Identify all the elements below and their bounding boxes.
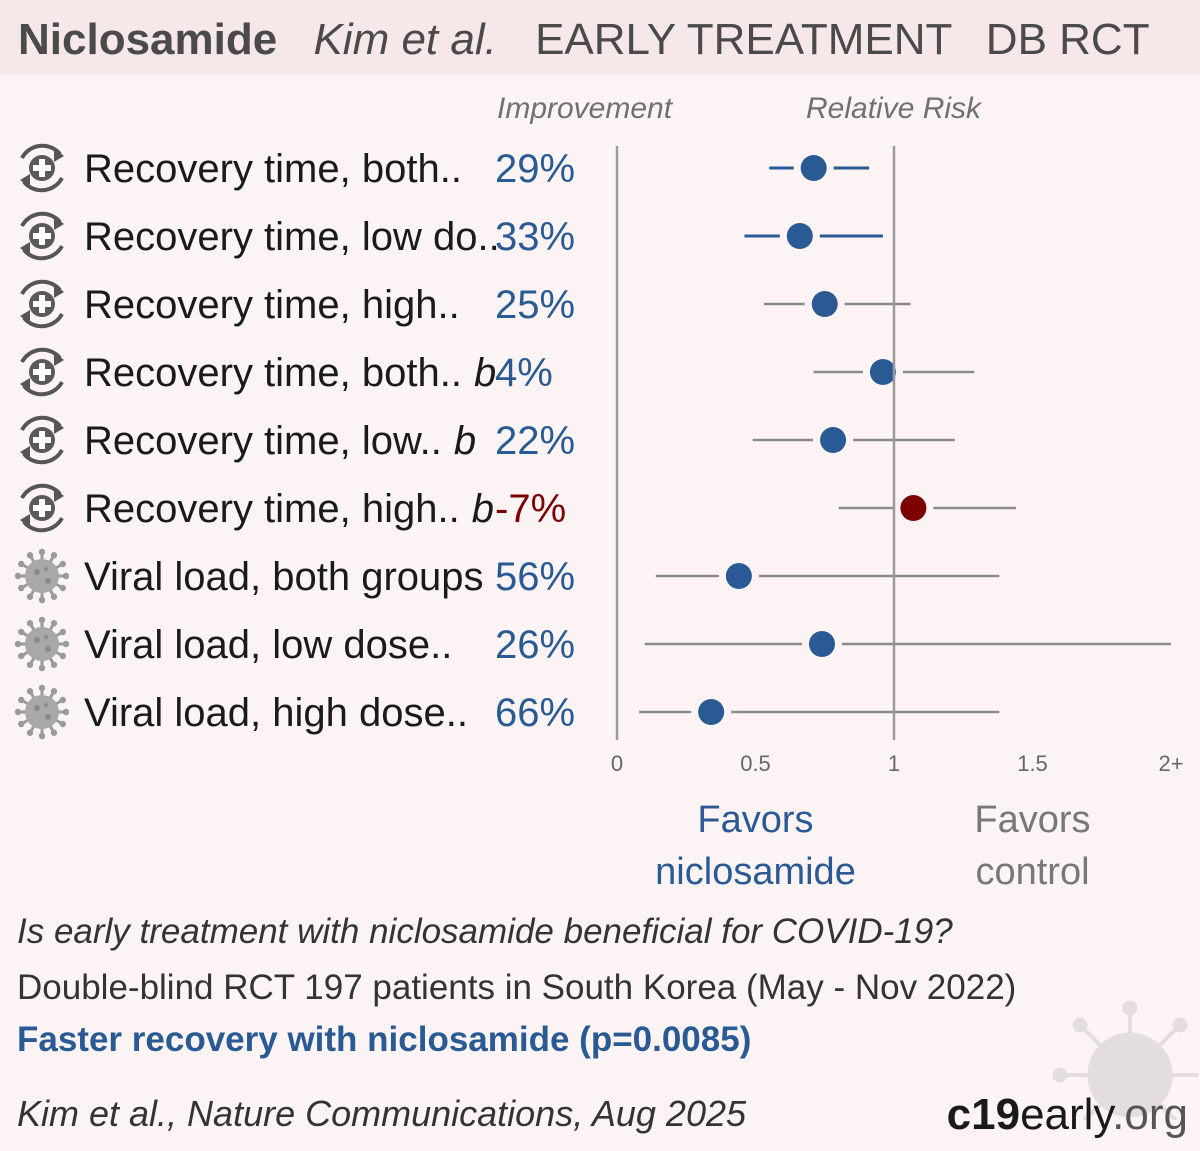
row-label-suffix: b	[472, 487, 494, 531]
improvement-value: 66%	[495, 691, 575, 735]
effect-point	[869, 359, 896, 385]
effect-point	[820, 427, 847, 453]
brand-part-3: .org	[1112, 1090, 1188, 1139]
axis-layer: 0 0.5 1 1.5 2+	[611, 146, 1184, 776]
row-label: Recovery time, both.. b	[84, 351, 496, 395]
title-drug: Niclosamide	[18, 15, 277, 64]
x-tick-label: 0	[611, 751, 623, 776]
study-conclusion: Faster recovery with niclosamide (p=0.00…	[17, 1020, 752, 1059]
improvement-value: 26%	[495, 623, 575, 667]
citation: Kim et al., Nature Communications, Aug 2…	[17, 1093, 747, 1134]
virus-icon	[14, 548, 70, 604]
forest-row: Recovery time, both.. b4%	[20, 347, 975, 397]
improvement-value: 33%	[495, 215, 575, 259]
brand-logo: c19early.org	[947, 1090, 1188, 1140]
title-bar: Niclosamide Kim et al. EARLY TREATMENT D…	[18, 15, 1150, 64]
recovery-icon	[20, 279, 64, 329]
row-label: Recovery time, low do..	[84, 215, 500, 259]
x-tick-label: 1	[888, 751, 900, 776]
row-label-suffix: b	[474, 351, 496, 395]
row-label: Recovery time, both..	[84, 147, 462, 191]
improvement-value: 29%	[495, 147, 575, 191]
x-tick-label: 1.5	[1017, 751, 1048, 776]
study-design: Double-blind RCT 197 patients in South K…	[17, 968, 1017, 1007]
forest-plot: Improvement Relative Risk Recovery time,…	[14, 92, 1184, 893]
x-tick-label: 0.5	[740, 751, 771, 776]
row-label: Recovery time, low.. b	[84, 419, 476, 463]
title-design: DB RCT	[986, 15, 1150, 64]
effect-point	[698, 699, 725, 725]
virus-icon	[14, 616, 70, 672]
effect-point	[800, 155, 827, 181]
brand-part-1: c19	[946, 1090, 1021, 1139]
row-label-suffix: b	[454, 419, 476, 463]
effect-point	[786, 223, 813, 249]
recovery-icon	[20, 143, 64, 193]
recovery-icon	[20, 347, 64, 397]
effect-point	[725, 563, 752, 589]
forest-row: Viral load, low dose.. 26%	[14, 616, 1171, 672]
rows-layer: Recovery time, both.. 29% Recovery time, l…	[14, 143, 1171, 740]
study-question: Is early treatment with niclosamide bene…	[17, 912, 953, 952]
virus-watermark-icon	[1052, 1000, 1198, 1120]
virus-icon	[14, 684, 70, 740]
improvement-column-header: Improvement	[497, 92, 674, 125]
forest-row: Viral load, high dose.. 66%	[14, 684, 1000, 740]
improvement-value: 4%	[495, 351, 553, 395]
recovery-icon	[20, 415, 64, 465]
improvement-value: 25%	[495, 283, 575, 327]
forest-row: Recovery time, high.. 25%	[20, 279, 911, 329]
row-label: Recovery time, high.. b	[84, 487, 494, 531]
favors-control-label: control	[975, 851, 1089, 893]
recovery-icon	[20, 211, 64, 261]
forest-row: Recovery time, low.. b 22%	[20, 415, 955, 465]
row-label: Viral load, both groups	[84, 555, 484, 599]
improvement-value: -7%	[495, 487, 566, 531]
forest-row: Recovery time, low do..33%	[20, 211, 883, 261]
title-authors: Kim et al.	[313, 15, 496, 64]
effect-point	[811, 291, 838, 317]
forest-row: Recovery time, high.. b -7%	[20, 483, 1016, 533]
favors-treatment-label: Favors	[697, 799, 813, 841]
relative-risk-column-header: Relative Risk	[806, 92, 983, 125]
title-stage: EARLY TREATMENT	[535, 15, 951, 64]
question-drug: niclosamide	[369, 912, 554, 951]
x-tick-label: 2+	[1158, 751, 1183, 776]
effect-point	[900, 495, 927, 521]
question-pre: Is early treatment with	[17, 912, 370, 951]
forest-row: Viral load, both groups 56%	[14, 548, 1000, 604]
effect-point	[808, 631, 835, 657]
brand-part-2: early	[1020, 1090, 1113, 1139]
recovery-icon	[20, 483, 64, 533]
favors-layer: Favors niclosamide Favors control	[655, 799, 1090, 893]
forest-row: Recovery time, both.. 29%	[20, 143, 870, 193]
improvement-value: 56%	[495, 555, 575, 599]
question-post: beneficial for COVID-19?	[553, 912, 953, 951]
header-bar	[0, 0, 1200, 74]
improvement-value: 22%	[495, 419, 575, 463]
svg-text:Niclosamide Kim et al.: Niclosamide Kim et al. EARLY TREATMENT D…	[18, 15, 1150, 64]
row-label: Viral load, high dose..	[84, 691, 468, 735]
row-label: Recovery time, high..	[84, 283, 460, 327]
row-label: Viral load, low dose..	[84, 623, 452, 667]
favors-control-label: Favors	[974, 799, 1090, 841]
favors-treatment-label: niclosamide	[655, 851, 856, 893]
